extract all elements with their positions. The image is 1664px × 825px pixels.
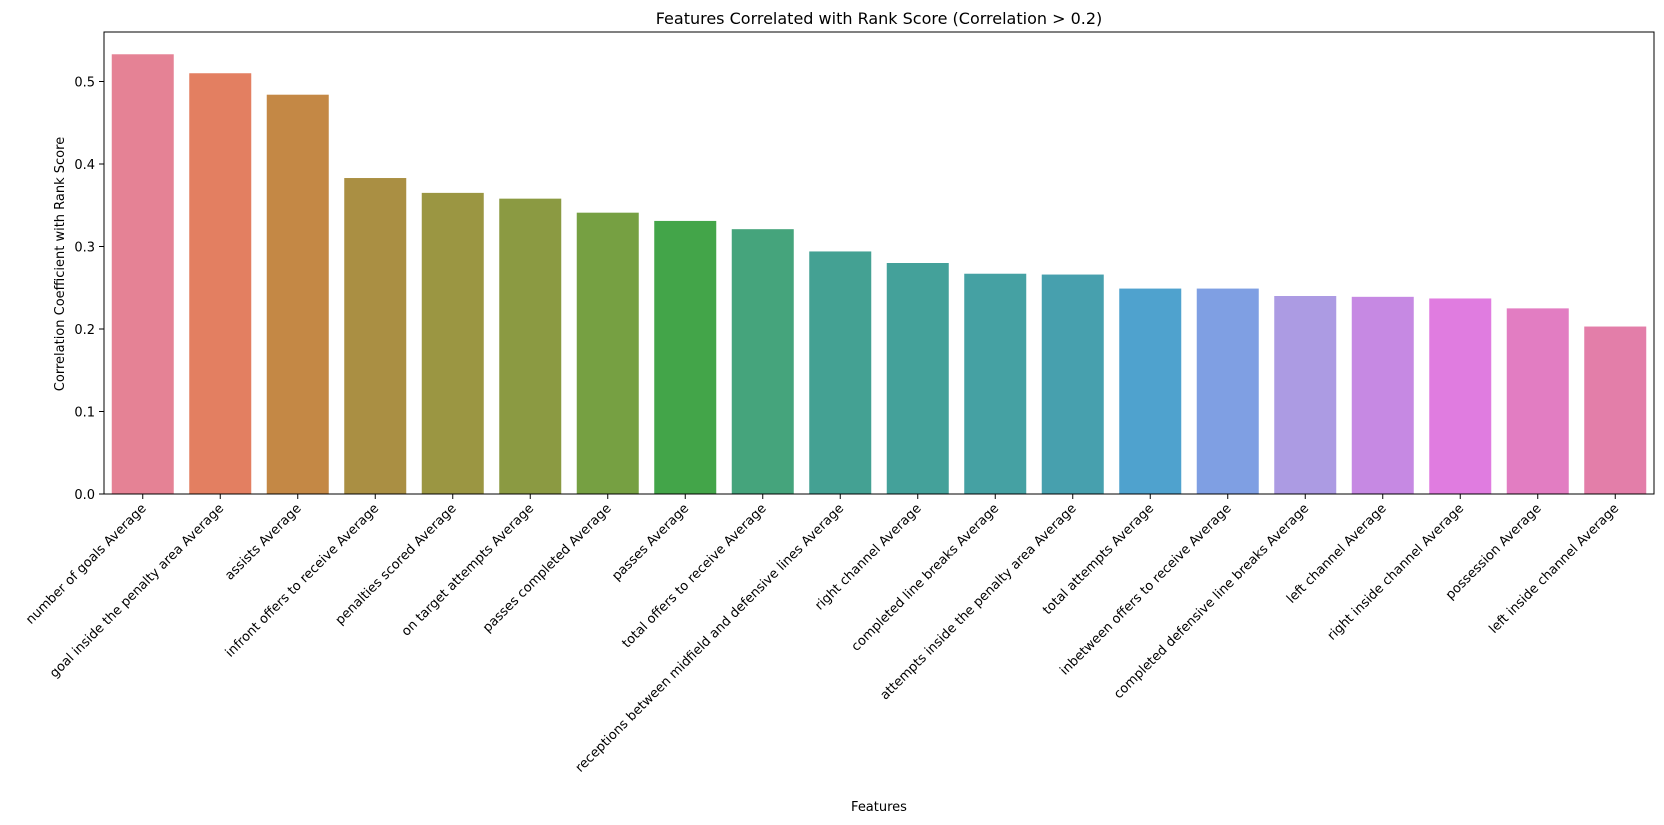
x-tick-label: total offers to receive Average (620, 501, 770, 651)
x-tick-label: infront offers to receive Average (223, 501, 382, 660)
bar (499, 198, 562, 494)
x-tick-label: passes completed Average (480, 501, 614, 635)
plot-frame (103, 31, 1655, 495)
y-axis: 0.0 0.1 0.2 0.3 0.4 0.5 (74, 76, 104, 503)
bar (809, 251, 872, 494)
x-tick-label: assists Average (222, 501, 304, 583)
y-tick-label: 0.0 (74, 488, 95, 503)
x-tick-label: on target attempts Average (399, 501, 537, 639)
bars-group (111, 54, 1647, 495)
x-tick-label: receptions between midfield and defensiv… (573, 501, 847, 775)
bar (731, 229, 794, 495)
bar (421, 192, 484, 494)
x-tick-label: passes Average (609, 501, 692, 584)
bar (1196, 288, 1259, 494)
bar (189, 73, 252, 494)
x-tick-label: inbetween offers to receive Average (1057, 501, 1234, 678)
bar (1429, 298, 1492, 494)
bar (1584, 326, 1647, 494)
y-tick-label: 0.4 (74, 158, 95, 173)
bar (576, 212, 639, 495)
y-axis-title: Correlation Coefficient with Rank Score (53, 137, 68, 391)
y-tick-label: 0.3 (74, 241, 95, 256)
bar (964, 273, 1027, 494)
bar (344, 178, 407, 494)
x-tick-label: number of goals Average (23, 501, 149, 627)
bar (1119, 288, 1182, 494)
x-tick-label: completed line breaks Average (849, 501, 1002, 654)
bar (266, 94, 329, 494)
chart-title: Features Correlated with Rank Score (Cor… (656, 9, 1103, 28)
bar (111, 54, 174, 495)
x-tick-label: right inside channel Average (1325, 501, 1467, 643)
y-tick-label: 0.2 (74, 323, 95, 338)
bar (1351, 296, 1414, 494)
x-tick-label: left inside channel Average (1486, 501, 1622, 637)
bar (1041, 274, 1104, 494)
bar (1274, 296, 1337, 494)
x-tick-label: goal inside the penalty area Average (47, 501, 227, 681)
y-tick-label: 0.5 (74, 76, 95, 91)
bar (886, 263, 949, 494)
y-tick-label: 0.1 (74, 406, 95, 421)
x-axis-title: Features (851, 800, 907, 815)
bar (1506, 308, 1569, 494)
bar (654, 220, 717, 495)
